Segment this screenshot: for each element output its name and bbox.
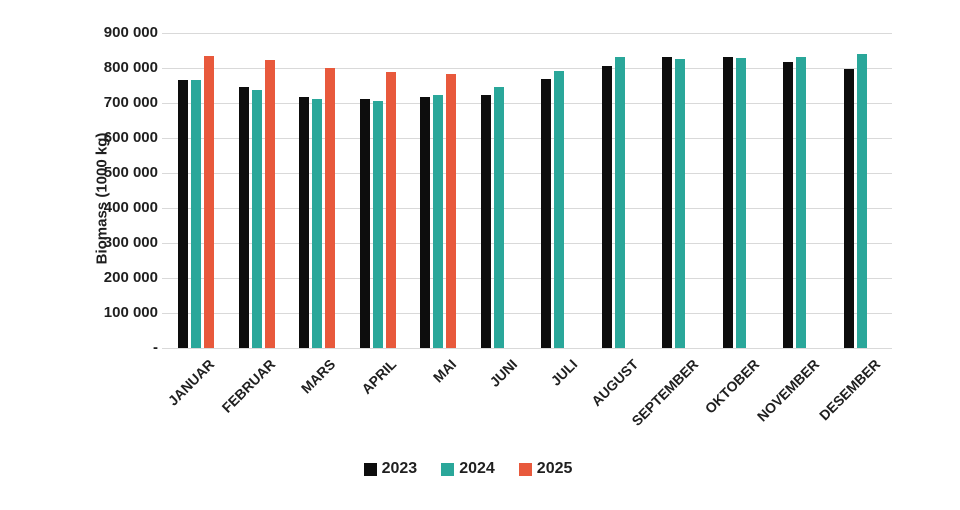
bar-group-mai: [408, 33, 469, 348]
bar-2023-november: [783, 62, 794, 348]
bar-2025-mars: [325, 68, 336, 348]
y-axis-tick-label: -: [153, 339, 158, 356]
bar-2024-oktober: [735, 58, 746, 348]
bar-2023-oktober: [722, 57, 733, 348]
y-axis-tick-label: 400 000: [103, 199, 158, 216]
legend-label-2025: 2025: [536, 460, 573, 477]
bar-2023-august: [601, 66, 612, 348]
gridline: [162, 208, 892, 209]
bar-group-februar: [227, 33, 288, 348]
x-axis-tick-label: NOVEMBER: [753, 356, 823, 425]
y-axis-tick-label: 100 000: [103, 304, 158, 321]
bar-2024-august: [614, 57, 625, 348]
x-axis-tick-label: JANUAR: [164, 356, 218, 409]
x-axis-tick-label: DESEMBER: [815, 356, 884, 424]
y-axis-tick-label: 500 000: [103, 164, 158, 181]
bar-group-november: [771, 33, 832, 348]
x-axis-tick-label: OKTOBER: [701, 356, 763, 417]
bar-2023-mars: [299, 97, 310, 348]
bar-2025-februar: [264, 60, 275, 348]
x-axis-tick-label: MARS: [297, 356, 339, 397]
gridline: [162, 243, 892, 244]
bar-2023-mai: [420, 97, 431, 348]
plot-area: [166, 33, 892, 348]
gridline: [162, 173, 892, 174]
x-axis-tick-label: APRIL: [358, 356, 400, 398]
bar-2024-mai: [433, 95, 444, 348]
bar-2024-juli: [554, 71, 565, 348]
bar-group-september: [650, 33, 711, 348]
gridline: [162, 313, 892, 314]
x-axis-tick-label: FEBRUAR: [218, 356, 279, 416]
bar-2024-september: [675, 59, 686, 348]
bar-2023-juli: [541, 79, 552, 348]
bar-2023-februar: [238, 87, 249, 348]
bar-group-august: [590, 33, 651, 348]
legend: 2023 2024 2025: [0, 460, 936, 478]
bar-2024-april: [372, 101, 383, 348]
legend-label-2024: 2024: [459, 460, 495, 477]
gridline: [162, 103, 892, 104]
bar-2024-juni: [493, 87, 504, 348]
y-axis-tick-label: 300 000: [103, 234, 158, 251]
legend-swatch-2025: [518, 462, 532, 476]
y-axis-tick-label: 200 000: [103, 269, 158, 286]
bar-group-desember: [832, 33, 893, 348]
gridline: [162, 348, 892, 349]
bar-group-januar: [166, 33, 227, 348]
bar-2025-januar: [204, 56, 215, 348]
legend-item-2025: 2025: [518, 460, 573, 478]
y-axis-title: Biomass (1000 kg): [93, 132, 111, 265]
legend-swatch-2024: [441, 462, 455, 476]
y-axis-tick-label: 900 000: [103, 24, 158, 41]
gridline: [162, 138, 892, 139]
x-axis-tick-label: JUNI: [486, 356, 521, 390]
y-axis-tick-label: 600 000: [103, 129, 158, 146]
bar-2023-januar: [178, 80, 189, 348]
bar-2024-januar: [191, 80, 202, 348]
bar-2023-desember: [843, 69, 854, 348]
gridline: [162, 68, 892, 69]
gridline: [162, 278, 892, 279]
bar-2024-mars: [312, 99, 323, 348]
bar-group-mars: [287, 33, 348, 348]
bar-2025-mai: [446, 74, 457, 348]
legend-item-2024: 2024: [441, 460, 495, 478]
bar-2024-februar: [251, 90, 262, 348]
bar-2023-juni: [480, 95, 491, 348]
legend-swatch-2023: [363, 462, 377, 476]
x-axis-tick-label: MAI: [429, 356, 460, 386]
x-axis-tick-label: AUGUST: [588, 356, 642, 410]
y-axis-tick-label: 800 000: [103, 59, 158, 76]
x-axis-tick-label: JULI: [547, 356, 581, 389]
bar-group-oktober: [711, 33, 772, 348]
legend-item-2023: 2023: [363, 460, 418, 478]
legend-label-2023: 2023: [381, 460, 418, 477]
gridline: [162, 33, 892, 34]
bar-2024-november: [796, 57, 807, 348]
bar-2023-april: [359, 99, 370, 348]
y-axis-tick-label: 700 000: [103, 94, 158, 111]
bar-2024-desember: [856, 54, 867, 348]
bar-group-april: [348, 33, 409, 348]
bar-2023-september: [662, 57, 673, 348]
bar-group-juli: [529, 33, 590, 348]
bar-2025-april: [385, 72, 396, 348]
bar-group-juni: [469, 33, 530, 348]
